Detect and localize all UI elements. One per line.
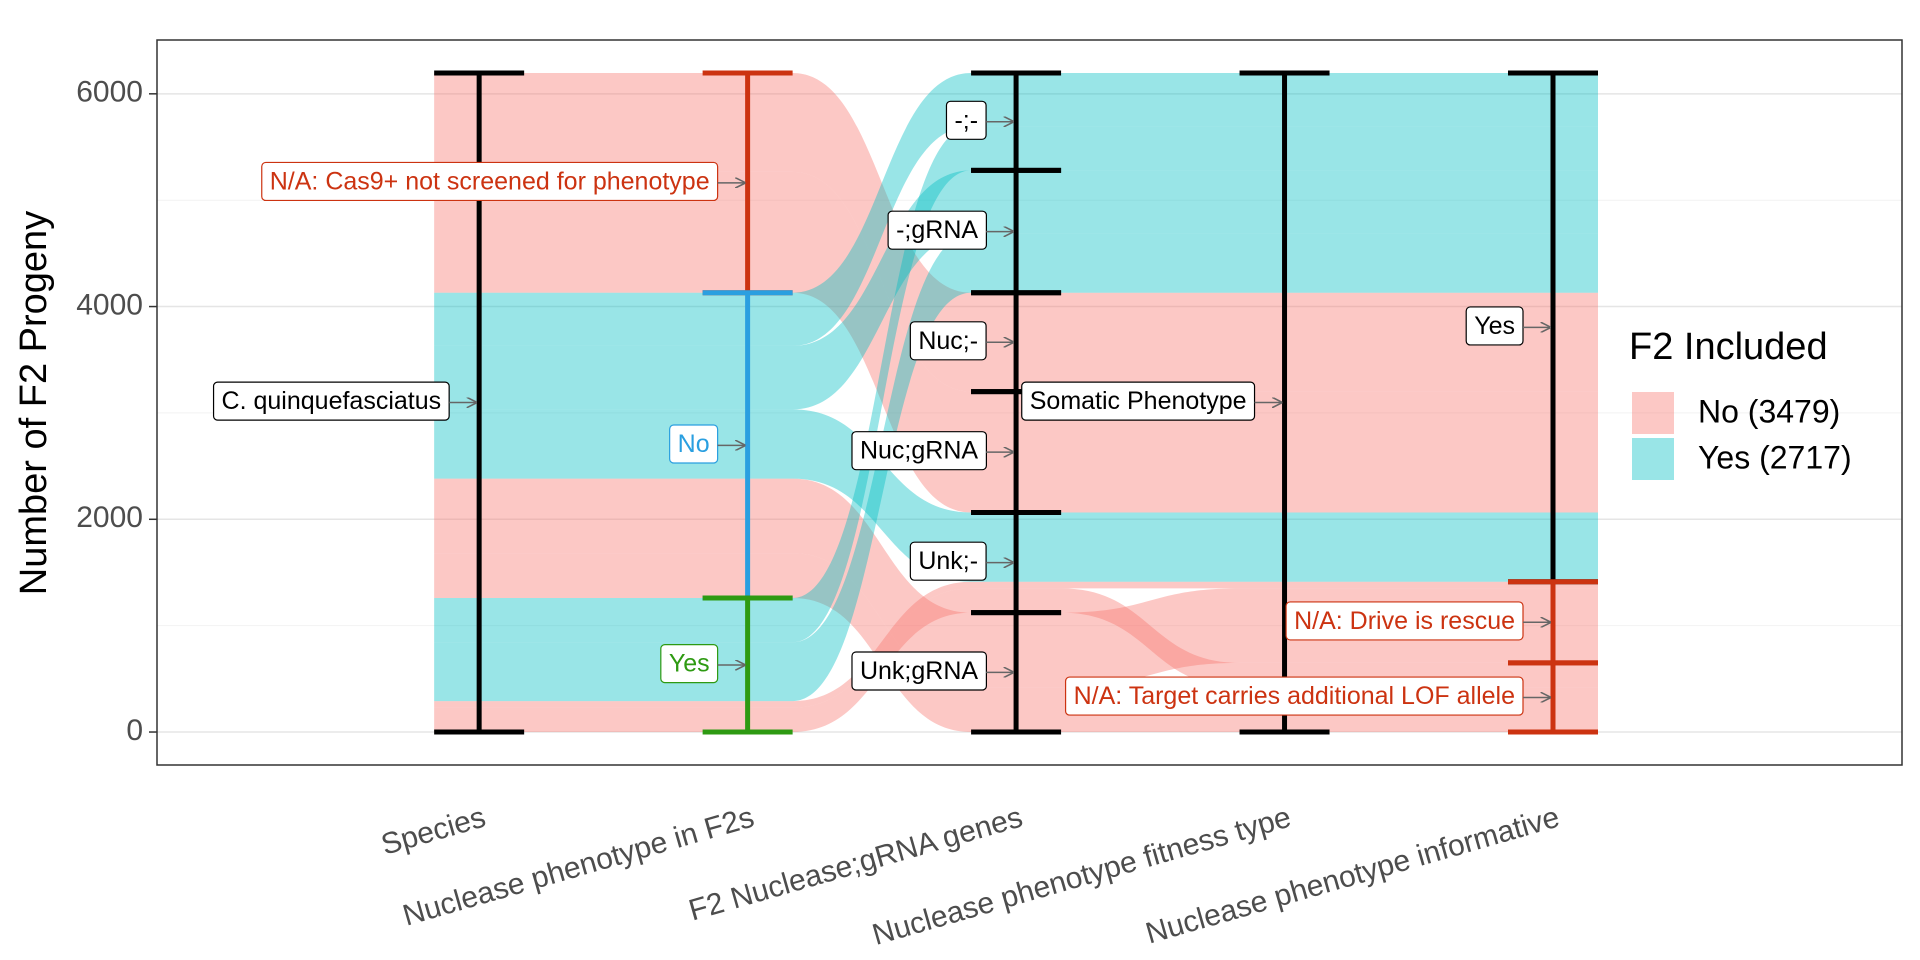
- alluvium: [434, 409, 1599, 582]
- axis-label: Nuclease phenotype fitness type: [869, 801, 1295, 952]
- stratum-label-box: [1465, 306, 1524, 346]
- stratum-label: N/A: Target carries additional LOF allel…: [1074, 682, 1515, 710]
- alluvium: [434, 588, 1599, 733]
- stratum-label-box: [1285, 601, 1524, 641]
- legend-label: Yes (2717): [1698, 439, 1852, 475]
- y-tick-label: 2000: [76, 501, 143, 534]
- stratum-label: N/A: Drive is rescue: [1294, 607, 1515, 635]
- stratum-label-box: [909, 541, 987, 581]
- stratum-label: -;-: [954, 106, 978, 134]
- stratum-label: C. quinquefasciatus: [222, 387, 442, 415]
- y-tick-label: 6000: [76, 76, 143, 109]
- stratum-label: Somatic Phenotype: [1030, 387, 1247, 415]
- stratum-label: No: [678, 430, 710, 458]
- alluvium: [434, 72, 1599, 392]
- stratum-label-box: [851, 651, 987, 691]
- stratum-label-box: [669, 424, 719, 464]
- stratum-label-box: [945, 100, 987, 140]
- legend-key: [1632, 392, 1674, 434]
- stratum-label-box: [887, 210, 987, 250]
- stratum-label: Yes: [1474, 312, 1515, 340]
- stratum-label-box: [1064, 676, 1524, 716]
- alluvium: [434, 233, 1599, 702]
- stratum-label-box: [660, 644, 719, 684]
- stratum-label: N/A: Cas9+ not screened for phenotype: [270, 167, 710, 195]
- legend-title: F2 Included: [1629, 326, 1828, 368]
- stratum-label: Yes: [669, 650, 710, 678]
- panel-border: [156, 39, 1903, 766]
- stratum-label: Unk;-: [918, 547, 978, 575]
- stratum-label-box: [261, 161, 719, 202]
- alluvium: [434, 72, 1599, 346]
- stratum-label-box: [1021, 381, 1256, 421]
- legend-key: [1632, 438, 1674, 480]
- stratum-label-box: [909, 321, 987, 361]
- alluvium: [434, 170, 1599, 410]
- y-tick-label: 0: [126, 714, 143, 747]
- alluvium: [434, 171, 1599, 513]
- y-tick-label: 4000: [76, 288, 143, 321]
- stratum-label: -;gRNA: [896, 216, 978, 244]
- legend-label: No (3479): [1698, 393, 1840, 429]
- stratum-label: Unk;gRNA: [860, 657, 978, 685]
- stratum-label: Nuc;-: [918, 327, 978, 355]
- y-axis-title: Number of F2 Progeny: [13, 211, 55, 595]
- axis-label: Species: [378, 801, 490, 862]
- stratum-label-box: [212, 381, 450, 421]
- stratum-label: Nuc;gRNA: [860, 437, 978, 465]
- stratum-label-box: [851, 431, 987, 471]
